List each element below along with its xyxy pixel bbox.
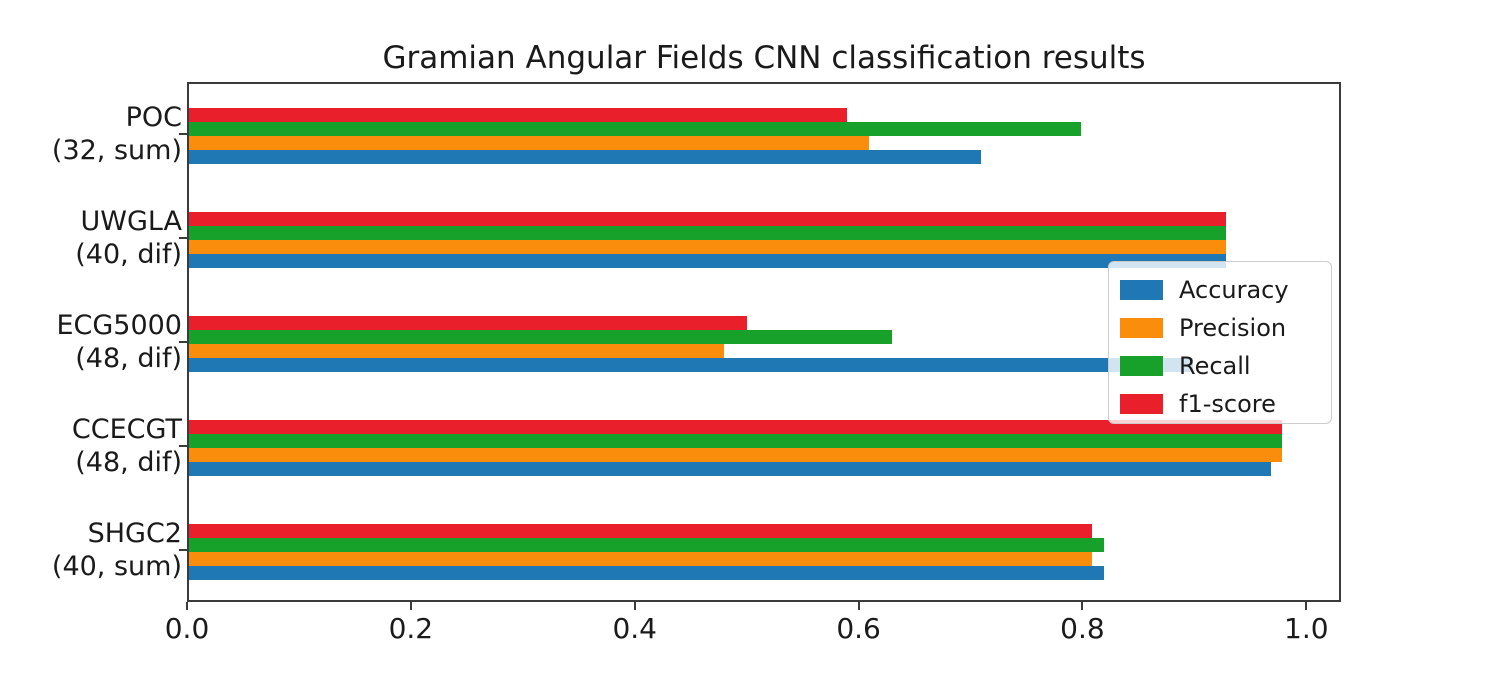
legend-label-f1-score: f1-score xyxy=(1179,390,1276,418)
legend-patch-precision xyxy=(1120,318,1163,338)
x-tick-label-0.8: 0.8 xyxy=(1060,612,1105,645)
legend-patch-accuracy xyxy=(1120,280,1163,300)
bar-precision-ecg5000 xyxy=(189,344,725,358)
bar-stack xyxy=(189,108,1339,164)
bar-precision-ccecgt xyxy=(189,448,1283,462)
x-tick-mark xyxy=(186,602,188,610)
bar-recall-shgc2 xyxy=(189,538,1104,552)
bar-accuracy-poc xyxy=(189,150,981,164)
bar-f1-score-shgc2 xyxy=(189,524,1093,538)
x-tick-mark xyxy=(633,602,636,610)
y-tick-mark xyxy=(179,237,187,239)
bar-f1-score-poc xyxy=(189,108,848,122)
x-tick-label-0.2: 0.2 xyxy=(388,612,434,645)
bar-group-ccecgt xyxy=(189,396,1339,500)
x-tick-label-0.6: 0.6 xyxy=(836,612,881,645)
y-label-line1: UWGLA xyxy=(80,206,182,237)
x-tick-label-1.0: 1.0 xyxy=(1284,612,1329,645)
bar-precision-uwgla xyxy=(189,240,1227,254)
x-tick-mark xyxy=(1081,602,1084,610)
y-label-line2: (40, dif) xyxy=(75,239,182,270)
legend-label-precision: Precision xyxy=(1179,314,1287,342)
y-tick-mark xyxy=(179,341,187,343)
y-tick-mark xyxy=(179,133,187,135)
bar-stack xyxy=(189,420,1339,476)
legend-row-accuracy: Accuracy xyxy=(1120,271,1321,309)
y-axis-label-shgc2: SHGC2 (40, sum) xyxy=(0,517,182,583)
legend-row-recall: Recall xyxy=(1120,347,1321,385)
y-axis-label-uwgla: UWGLA (40, dif) xyxy=(0,205,182,271)
legend-label-accuracy: Accuracy xyxy=(1179,276,1289,304)
chart-title: Gramian Angular Fields CNN classificatio… xyxy=(382,40,1146,76)
legend-label-recall: Recall xyxy=(1179,352,1251,380)
legend-row-f1-score: f1-score xyxy=(1120,385,1321,423)
bar-precision-shgc2 xyxy=(189,552,1093,566)
y-label-line1: SHGC2 xyxy=(87,518,182,549)
y-label-line1: POC xyxy=(125,102,182,133)
bar-recall-poc xyxy=(189,122,1082,136)
bar-f1-score-uwgla xyxy=(189,212,1227,226)
bar-accuracy-ccecgt xyxy=(189,462,1271,476)
bar-accuracy-uwgla xyxy=(189,254,1227,268)
bar-stack xyxy=(189,212,1339,268)
y-label-line2: (32, sum) xyxy=(51,135,182,166)
x-tick-label-0.0: 0.0 xyxy=(164,612,210,645)
bar-recall-uwgla xyxy=(189,226,1227,240)
bar-stack xyxy=(189,524,1339,580)
legend-patch-f1-score xyxy=(1120,394,1163,414)
x-tick-mark xyxy=(857,602,860,610)
y-axis-label-ecg5000: ECG5000 (48, dif) xyxy=(0,309,182,375)
y-label-line2: (48, dif) xyxy=(75,447,182,478)
legend: Accuracy Precision Recall f1-score xyxy=(1108,261,1332,424)
y-label-line1: CCECGT xyxy=(71,414,182,445)
bar-group-ecg5000 xyxy=(189,292,1339,396)
legend-row-precision: Precision xyxy=(1120,309,1321,347)
bar-recall-ecg5000 xyxy=(189,330,892,344)
y-label-line1: ECG5000 xyxy=(56,310,182,341)
bar-group-shgc2 xyxy=(189,500,1339,604)
bar-stack xyxy=(189,316,1339,372)
bar-f1-score-ccecgt xyxy=(189,420,1283,434)
bar-group-uwgla xyxy=(189,188,1339,292)
x-tick-mark xyxy=(1305,602,1308,610)
plot-area: Accuracy Precision Recall f1-score xyxy=(187,82,1341,602)
y-label-line2: (48, dif) xyxy=(75,343,182,374)
x-tick-mark xyxy=(409,602,412,610)
bar-precision-poc xyxy=(189,136,870,150)
x-tick-label-0.4: 0.4 xyxy=(612,612,657,645)
legend-patch-recall xyxy=(1120,356,1163,376)
bar-f1-score-ecg5000 xyxy=(189,316,747,330)
bar-accuracy-ecg5000 xyxy=(189,358,1193,372)
y-axis-label-poc: POC (32, sum) xyxy=(0,101,182,167)
bar-group-poc xyxy=(189,84,1339,188)
y-label-line2: (40, sum) xyxy=(51,551,182,582)
y-tick-mark xyxy=(179,445,187,447)
y-axis-label-ccecgt: CCECGT (48, dif) xyxy=(0,413,182,479)
bar-accuracy-shgc2 xyxy=(189,566,1104,580)
y-tick-mark xyxy=(179,549,187,551)
bar-recall-ccecgt xyxy=(189,434,1283,448)
